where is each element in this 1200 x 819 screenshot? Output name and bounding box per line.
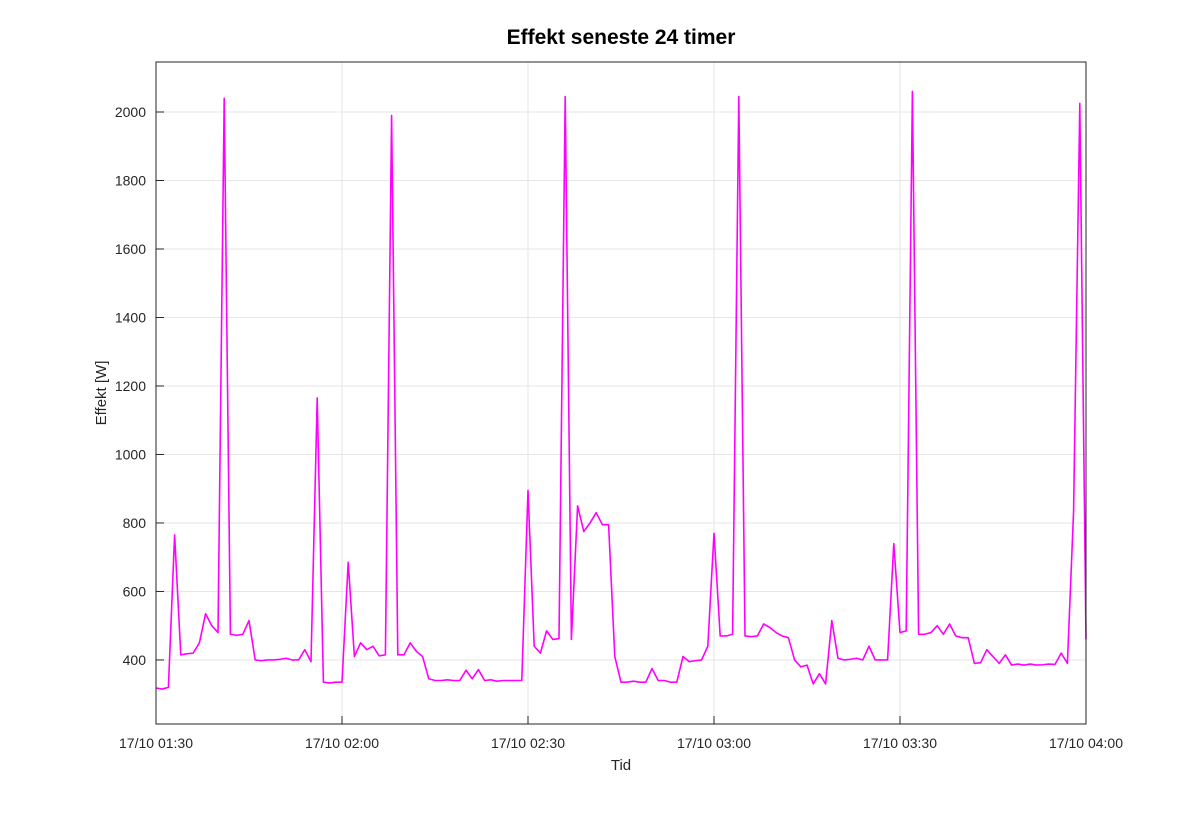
- x-tick-label: 17/10 04:00: [1049, 735, 1123, 751]
- axes-box: [155, 61, 1087, 725]
- x-tick-label: 17/10 02:00: [305, 735, 379, 751]
- y-tick-label: 1800: [115, 172, 146, 188]
- x-tick-label: 17/10 02:30: [491, 735, 565, 751]
- data-line: [155, 90, 1087, 690]
- x-axis-label: Tid: [611, 757, 631, 774]
- y-tick-label: 800: [123, 515, 147, 531]
- x-tick-label: 17/10 03:30: [863, 735, 937, 751]
- y-tick-label: 1400: [115, 309, 146, 325]
- y-tick-label: 1600: [115, 241, 146, 257]
- x-tick-label: 17/10 03:00: [677, 735, 751, 751]
- y-axis-label: Effekt [W]: [93, 361, 110, 426]
- x-tick-label: 17/10 01:30: [119, 735, 193, 751]
- plot: [155, 90, 1087, 690]
- y-tick-label: 1200: [115, 378, 146, 394]
- chart-title: Effekt seneste 24 timer: [507, 26, 736, 49]
- y-tick-label: 2000: [115, 104, 146, 120]
- y-tick-label: 600: [123, 583, 147, 599]
- grid: [155, 62, 1087, 724]
- y-tick-label: 1000: [115, 446, 146, 462]
- y-tick-label: 400: [123, 652, 147, 668]
